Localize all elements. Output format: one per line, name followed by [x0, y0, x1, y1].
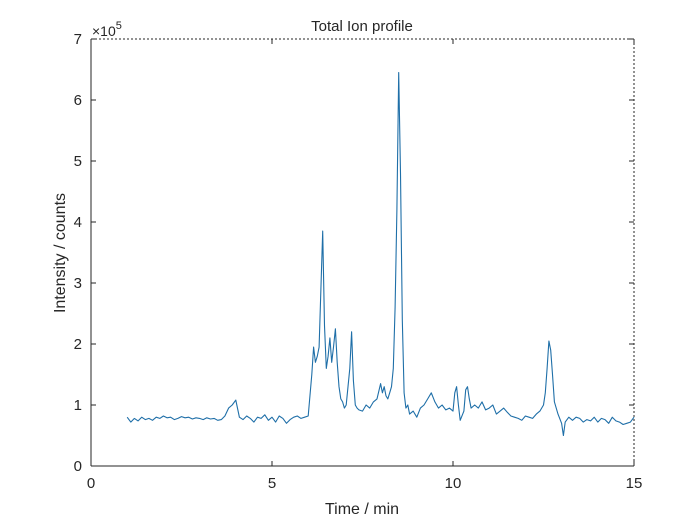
- y-tick-label: 4: [74, 214, 82, 231]
- y-axis-exponent-base: ×10: [92, 23, 116, 39]
- x-axis-label: Time / min: [325, 501, 399, 518]
- y-axis-exponent-power: 5: [116, 20, 122, 32]
- y-axis-label: Intensity / counts: [52, 193, 69, 313]
- y-tick-label: 3: [74, 275, 82, 292]
- x-tick-label: 0: [87, 475, 95, 492]
- y-tick-label: 6: [74, 92, 82, 109]
- y-axis-exponent: ×105: [92, 20, 122, 39]
- x-tick-label: 10: [445, 475, 462, 492]
- y-tick-label: 2: [74, 336, 82, 353]
- y-tick-label: 7: [74, 31, 82, 48]
- y-tick-label: 1: [74, 397, 82, 414]
- chart-title: Total Ion profile: [311, 18, 413, 35]
- x-tick-label: 5: [268, 475, 276, 492]
- y-tick-label: 0: [74, 458, 82, 475]
- y-tick-label: 5: [74, 153, 82, 170]
- x-tick-label: 15: [626, 475, 643, 492]
- series-line: [126, 71, 635, 437]
